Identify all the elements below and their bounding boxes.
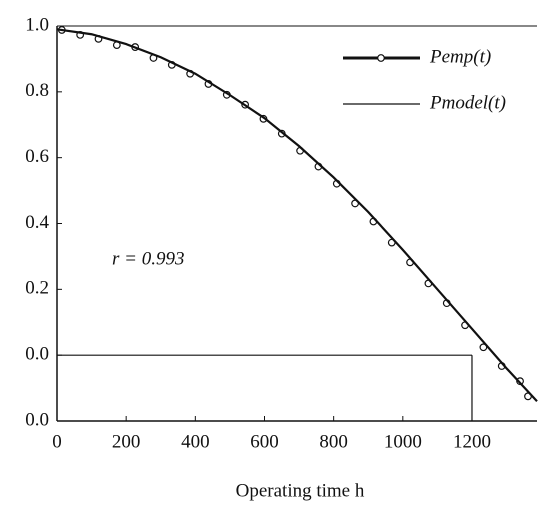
y-tick-label: 0.0 bbox=[25, 344, 49, 365]
x-tick-label: 800 bbox=[319, 431, 348, 452]
legend-label: Pemp(t) bbox=[429, 46, 491, 67]
y-tick-label: 0.6 bbox=[25, 146, 49, 167]
y-tick-label: 0.4 bbox=[25, 212, 49, 233]
y-tick-label: 0.0 bbox=[25, 409, 49, 430]
legend-label: Pmodel(t) bbox=[429, 92, 506, 113]
model-line bbox=[56, 28, 538, 402]
x-tick-label: 0 bbox=[52, 431, 62, 452]
y-tick-label: 1.0 bbox=[25, 14, 49, 35]
legend-marker bbox=[377, 54, 385, 62]
x-tick-label: 400 bbox=[181, 431, 210, 452]
x-tick-label: 1000 bbox=[384, 431, 422, 452]
x-tick-label: 600 bbox=[250, 431, 279, 452]
x-tick-label: 200 bbox=[112, 431, 141, 452]
y-tick-label: 0.2 bbox=[25, 278, 49, 299]
y-tick-label: 0.8 bbox=[25, 80, 49, 101]
x-tick-label: 1200 bbox=[453, 431, 491, 452]
x-axis-label: Operating time h bbox=[236, 480, 365, 501]
annotation: r = 0.993 bbox=[112, 248, 184, 269]
